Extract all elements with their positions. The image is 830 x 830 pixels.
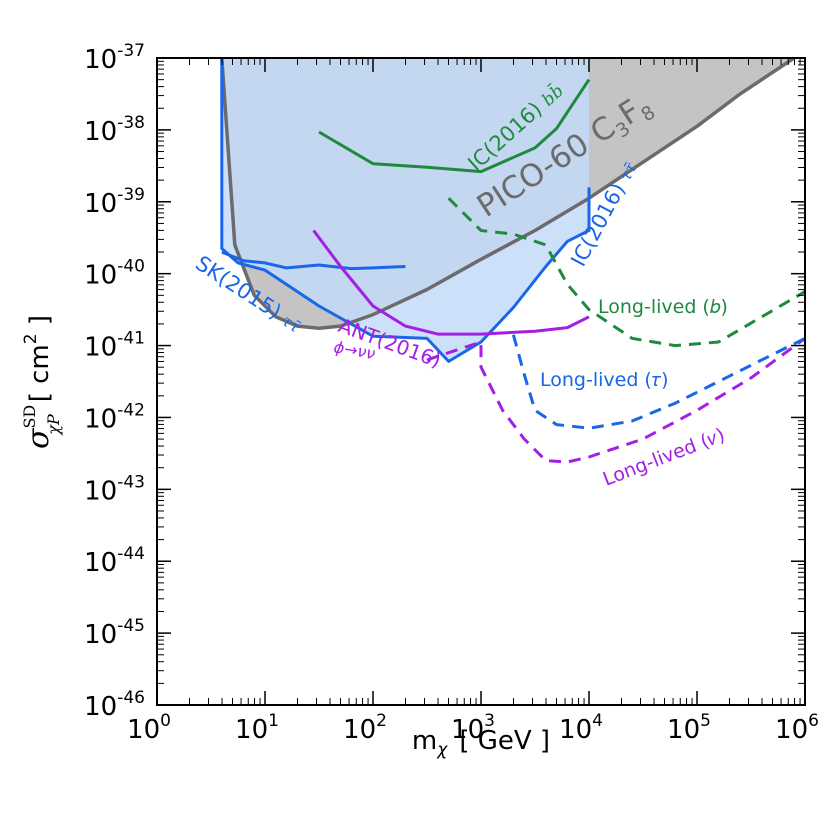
series-line-long-lived: [511, 334, 805, 430]
long-lived-b-label: Long-lived (𝑏): [598, 296, 728, 318]
filled-regions: [221, 58, 795, 362]
y-tick-label: 10-46: [84, 688, 145, 722]
long-lived-nu-label: Long-lived (𝜈): [600, 424, 728, 491]
y-tick-label: 10-37: [84, 41, 145, 75]
x-tick-label: 105: [667, 711, 711, 745]
y-tick-label: 10-39: [84, 185, 145, 219]
ic2016-tau-excluded-region: [221, 58, 590, 362]
y-axis-title: σSD χP[ cm2 ]: [20, 315, 63, 449]
series-line-sk-2015: [221, 250, 406, 271]
long-lived-tau-label: Long-lived (𝜏): [540, 369, 669, 391]
y-tick-label: 10-43: [84, 472, 145, 506]
y-tick-label: 10-42: [84, 400, 145, 434]
x-tick-label: 100: [127, 711, 171, 745]
series-line-ant-2016-solid: [312, 229, 590, 336]
x-tick-label: 104: [559, 711, 603, 745]
axis-ticks: [156, 57, 806, 706]
y-tick-label: 10-45: [84, 616, 145, 650]
y-tick-label: 10-40: [84, 257, 145, 291]
series-line-ant-2016-dashed: [426, 337, 805, 464]
y-tick-label: 10-41: [84, 329, 145, 363]
x-tick-label: 103: [451, 711, 495, 745]
y-tick-label: 10-38: [84, 113, 145, 147]
y-tick-labels: 10-37 10-38 10-39 10-40 10-41 10-42 10-43 10-44…: [84, 41, 145, 722]
series-line-pico-60-c3f8: [220, 58, 796, 331]
x-tick-label: 106: [775, 711, 819, 745]
x-axis-title: mχ[ GeV ]: [412, 726, 550, 760]
series-line-ic-2016: [220, 58, 591, 363]
x-tick-labels: 100 101 102 103 104 105 106: [127, 711, 819, 745]
series-line-long-lived-b: [447, 197, 805, 348]
x-tick-label: 101: [235, 711, 279, 745]
x-tick-label: 102: [343, 711, 387, 745]
y-tick-label: 10-44: [84, 544, 145, 578]
series-line-ic-2016-b-b: [318, 78, 591, 174]
series-lines: [220, 58, 805, 464]
